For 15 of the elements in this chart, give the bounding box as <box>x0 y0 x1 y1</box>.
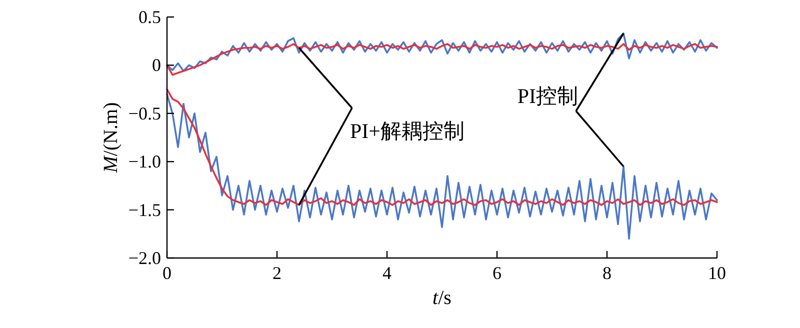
y-tick-label: −1.5 <box>128 200 161 220</box>
y-tick-label: −2.0 <box>128 248 161 268</box>
y-axis-title: M/(N.m) <box>100 102 122 174</box>
x-tick-label: 6 <box>492 263 502 283</box>
x-tick-label: 2 <box>272 263 282 283</box>
text: PI+解耦控制 <box>350 119 465 143</box>
x-axis-title: t/s <box>432 287 452 309</box>
x-tick-label: 4 <box>382 263 392 283</box>
series-label: PI控制 <box>517 84 578 108</box>
y-tick-label: −0.5 <box>128 103 161 124</box>
x-tick-label: 10 <box>708 263 726 283</box>
y-tick-label: −1.0 <box>128 152 161 172</box>
y-tick-label: 0 <box>152 55 161 76</box>
x-tick-label: 8 <box>602 263 612 283</box>
y-tick-label: 0.5 <box>138 7 161 27</box>
